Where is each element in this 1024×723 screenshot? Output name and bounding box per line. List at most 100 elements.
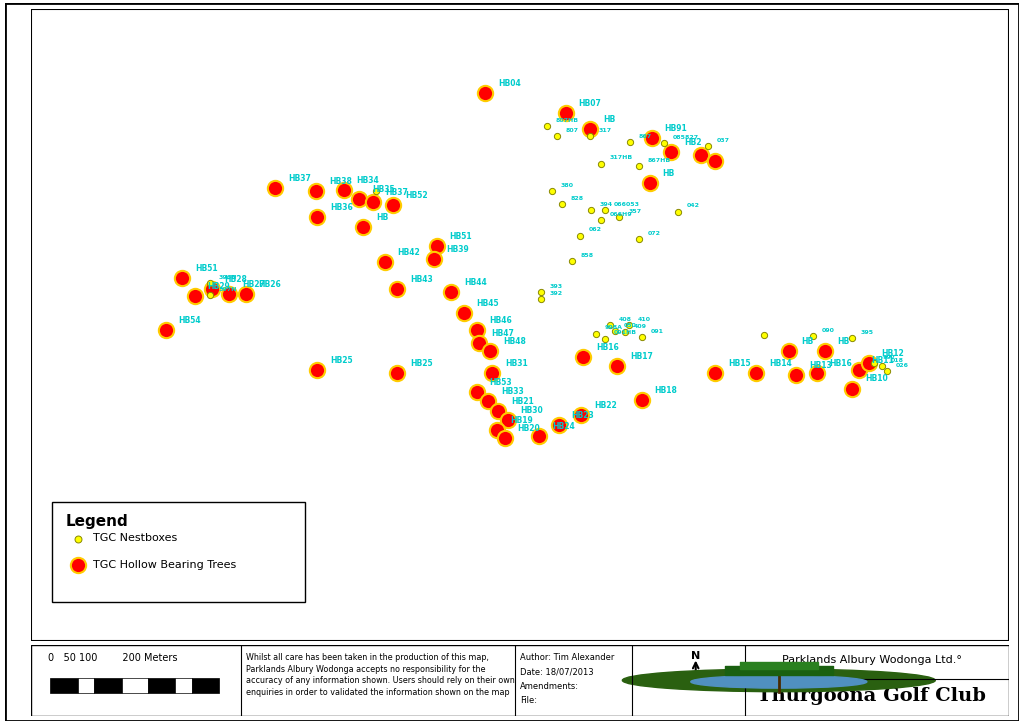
Text: HB46: HB46 — [489, 316, 512, 325]
Bar — [94, 677, 122, 693]
Text: HB36: HB36 — [330, 202, 352, 212]
Text: HB51: HB51 — [450, 232, 472, 241]
Text: HB25: HB25 — [411, 359, 433, 368]
Circle shape — [623, 669, 935, 692]
Text: 409: 409 — [634, 324, 647, 329]
Text: HB16: HB16 — [596, 343, 618, 352]
Text: Parklands Albury Wodonga Ltd.°: Parklands Albury Wodonga Ltd.° — [781, 655, 962, 665]
Text: 018: 018 — [890, 359, 903, 363]
Bar — [122, 677, 148, 693]
Bar — [78, 677, 94, 693]
Text: HB: HB — [838, 337, 850, 346]
Text: HB: HB — [663, 169, 675, 178]
Text: File:: File: — [519, 696, 537, 705]
Text: HB27: HB27 — [242, 280, 265, 288]
Text: HB53: HB53 — [489, 377, 512, 387]
Text: HB14: HB14 — [769, 359, 792, 368]
Text: 091: 091 — [650, 329, 664, 334]
Text: HB12: HB12 — [882, 349, 904, 358]
Text: HB17: HB17 — [630, 352, 653, 362]
Text: HB25: HB25 — [330, 356, 352, 364]
Text: 0   50 100        200 Meters: 0 50 100 200 Meters — [48, 654, 178, 664]
Text: 392: 392 — [550, 291, 563, 296]
Text: 867: 867 — [639, 134, 652, 139]
Text: 828: 828 — [570, 196, 584, 201]
Text: 066H9: 066H9 — [609, 213, 632, 218]
Text: 867HB: 867HB — [648, 158, 671, 163]
Text: HB29: HB29 — [208, 281, 230, 291]
Text: HB16: HB16 — [829, 359, 852, 368]
Bar — [50, 677, 78, 693]
Text: Legend: Legend — [66, 513, 129, 529]
Bar — [193, 677, 219, 693]
Text: HB34: HB34 — [356, 176, 379, 185]
Text: HB21: HB21 — [511, 397, 534, 406]
Text: HB: HB — [376, 213, 388, 223]
Text: TGC Nestboxes: TGC Nestboxes — [93, 534, 177, 543]
Text: 085827: 085827 — [673, 135, 699, 140]
Text: Whilst all care has been taken in the production of this map,
Parklands Albury W: Whilst all care has been taken in the pr… — [246, 654, 515, 697]
Text: HB31: HB31 — [505, 359, 527, 368]
Text: 062: 062 — [589, 228, 602, 233]
Text: 026: 026 — [896, 363, 909, 368]
Bar — [148, 677, 175, 693]
Text: Date: 18/07/2013: Date: 18/07/2013 — [519, 667, 593, 677]
Text: HB47: HB47 — [492, 329, 514, 338]
Text: HB2: HB2 — [684, 137, 701, 147]
Text: 357: 357 — [629, 208, 641, 213]
Text: HB22: HB22 — [594, 401, 616, 410]
Bar — [52, 502, 304, 602]
Text: 997: 997 — [883, 355, 896, 360]
Text: HB39: HB39 — [446, 245, 469, 254]
Text: 317: 317 — [599, 128, 612, 132]
Text: HB23: HB23 — [571, 411, 594, 420]
Text: HB37: HB37 — [386, 188, 409, 197]
Text: 090: 090 — [822, 328, 835, 333]
Text: 998A: 998A — [605, 325, 623, 330]
Text: Author: Tim Alexander: Author: Tim Alexander — [519, 654, 614, 662]
Text: Thurgoona Golf Club: Thurgoona Golf Club — [758, 688, 986, 706]
Text: 410: 410 — [638, 317, 651, 322]
Text: 395: 395 — [861, 330, 874, 335]
Text: HB10: HB10 — [865, 375, 888, 383]
Text: HB30: HB30 — [520, 406, 544, 415]
Text: 037: 037 — [717, 137, 730, 142]
Text: 807HB: 807HB — [556, 118, 579, 123]
Circle shape — [691, 675, 867, 688]
Text: HB37: HB37 — [288, 174, 311, 182]
Text: 408: 408 — [618, 317, 632, 322]
Text: 066053: 066053 — [613, 202, 640, 208]
Text: 394: 394 — [600, 202, 613, 208]
Text: HB19: HB19 — [510, 416, 532, 424]
Text: N: N — [691, 651, 700, 661]
Text: HB04: HB04 — [498, 79, 521, 87]
Text: 091HB: 091HB — [613, 330, 637, 335]
Text: Amendments:: Amendments: — [519, 682, 579, 690]
Text: 380: 380 — [561, 183, 573, 187]
Text: HB20: HB20 — [518, 424, 541, 433]
Text: HB43: HB43 — [411, 275, 433, 283]
Text: HB33: HB33 — [501, 387, 524, 396]
Text: 317HB: 317HB — [609, 155, 633, 161]
Text: 042: 042 — [687, 203, 700, 208]
Text: 072: 072 — [648, 231, 660, 236]
Text: 393: 393 — [550, 284, 563, 289]
Text: 807: 807 — [565, 128, 579, 132]
Text: HB44: HB44 — [464, 278, 486, 288]
Text: HB15: HB15 — [728, 359, 751, 368]
Text: HB18: HB18 — [654, 386, 678, 395]
Text: HB24: HB24 — [552, 422, 574, 431]
Text: HB54: HB54 — [178, 317, 201, 325]
Text: HB45: HB45 — [476, 299, 500, 308]
Text: 858: 858 — [581, 253, 594, 257]
Text: TGC Hollow Bearing Trees: TGC Hollow Bearing Trees — [93, 560, 237, 570]
Text: HB91: HB91 — [665, 124, 687, 133]
Text: HB07: HB07 — [579, 99, 601, 108]
Text: 050: 050 — [624, 323, 636, 328]
Text: HB28: HB28 — [224, 275, 247, 283]
Text: HB38: HB38 — [329, 177, 352, 187]
Text: HB48: HB48 — [503, 337, 526, 346]
Text: HB: HB — [603, 116, 615, 124]
Text: HB: HB — [802, 337, 814, 346]
Bar — [175, 677, 193, 693]
